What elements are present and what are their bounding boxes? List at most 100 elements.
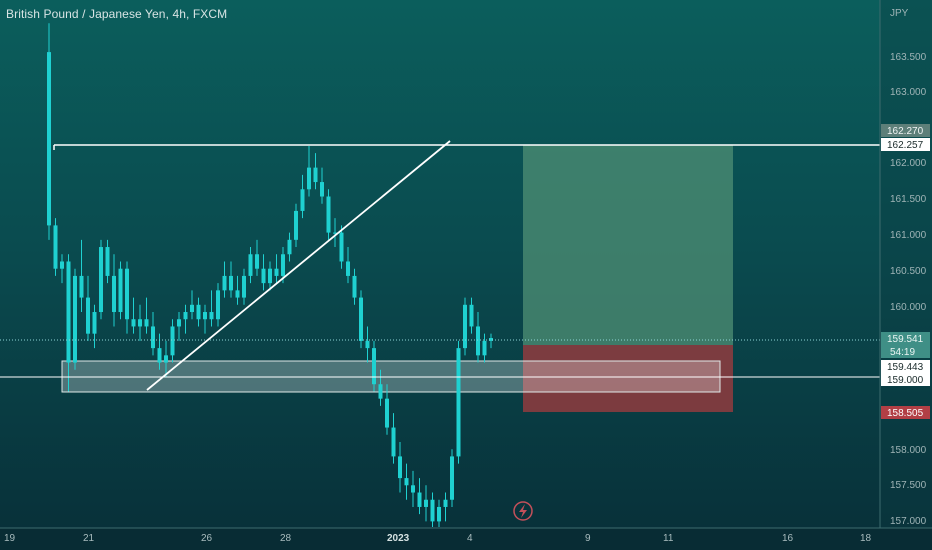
candle-body[interactable] bbox=[157, 348, 162, 363]
candle-body[interactable] bbox=[489, 338, 493, 341]
candle-body[interactable] bbox=[469, 304, 474, 327]
candle-body[interactable] bbox=[255, 254, 259, 269]
bar-countdown: 54:19 bbox=[890, 347, 915, 358]
candle-body[interactable] bbox=[47, 52, 51, 226]
x-tick-label: 16 bbox=[782, 533, 794, 544]
candle-body[interactable] bbox=[164, 355, 168, 363]
candle-body[interactable] bbox=[443, 499, 448, 507]
candle-body[interactable] bbox=[183, 312, 188, 320]
candle-body[interactable] bbox=[248, 254, 253, 276]
candle-body[interactable] bbox=[476, 326, 480, 356]
y-tick-label: 163.000 bbox=[890, 87, 927, 98]
stop-price-tag: 158.505 bbox=[881, 406, 930, 419]
svg-text:159.000: 159.000 bbox=[887, 375, 924, 386]
candle-body[interactable] bbox=[411, 485, 415, 493]
candle-body[interactable] bbox=[417, 492, 422, 507]
candle-body[interactable] bbox=[151, 326, 155, 349]
x-tick-label: 26 bbox=[201, 533, 213, 544]
candle-body[interactable] bbox=[463, 304, 467, 349]
candle-body[interactable] bbox=[209, 312, 214, 320]
svg-text:162.270: 162.270 bbox=[887, 126, 924, 137]
candle-body[interactable] bbox=[268, 268, 272, 284]
time-axis[interactable]: 19 21 26 28 2023 4 9 11 16 18 bbox=[0, 527, 932, 550]
candle-body[interactable] bbox=[53, 225, 58, 269]
candle-body[interactable] bbox=[339, 232, 344, 262]
candle-body[interactable] bbox=[131, 319, 136, 327]
lightning-bolt-icon[interactable] bbox=[513, 501, 533, 521]
candle-body[interactable] bbox=[144, 319, 149, 327]
candle-body[interactable] bbox=[105, 247, 110, 276]
candle-body[interactable] bbox=[378, 384, 383, 399]
candle-body[interactable] bbox=[66, 261, 71, 363]
x-tick-label: 19 bbox=[4, 533, 16, 544]
candle-body[interactable] bbox=[92, 312, 97, 334]
candle-body[interactable] bbox=[261, 268, 266, 284]
candle-body[interactable] bbox=[450, 456, 454, 500]
candle-body[interactable] bbox=[424, 499, 428, 507]
trend-line[interactable] bbox=[146, 140, 451, 391]
x-tick-label: 28 bbox=[280, 533, 292, 544]
candle-body[interactable] bbox=[333, 232, 337, 234]
candle-body[interactable] bbox=[300, 189, 305, 211]
candle-body[interactable] bbox=[326, 196, 331, 233]
candle-body[interactable] bbox=[294, 210, 298, 240]
svg-text:159.443: 159.443 bbox=[887, 362, 924, 373]
candle-body[interactable] bbox=[196, 304, 201, 320]
candle-body[interactable] bbox=[125, 268, 129, 320]
candle-body[interactable] bbox=[320, 182, 324, 197]
price-axis[interactable]: JPY 163.500 163.000 162.000 161.500 161.… bbox=[879, 0, 932, 528]
candle-body[interactable] bbox=[385, 398, 389, 428]
candle-body[interactable] bbox=[229, 275, 233, 291]
candle-body[interactable] bbox=[99, 247, 103, 313]
candle-body[interactable] bbox=[404, 478, 409, 486]
candle-body[interactable] bbox=[437, 506, 441, 522]
candle-body[interactable] bbox=[359, 297, 363, 341]
y-tick-label: 157.500 bbox=[890, 480, 927, 491]
profit-zone[interactable] bbox=[523, 145, 733, 345]
x-tick-label: 4 bbox=[467, 533, 473, 544]
candle-body[interactable] bbox=[430, 499, 435, 522]
candle-body[interactable] bbox=[352, 275, 357, 298]
candle-body[interactable] bbox=[456, 348, 461, 457]
candle-body[interactable] bbox=[118, 268, 123, 313]
last-price-tag: 159.541 54:19 bbox=[881, 332, 930, 358]
candle-body[interactable] bbox=[242, 275, 246, 298]
candle-body[interactable] bbox=[216, 290, 220, 320]
candle-body[interactable] bbox=[313, 167, 318, 183]
x-tick-label: 21 bbox=[83, 533, 95, 544]
y-tick-label: 157.000 bbox=[890, 516, 927, 527]
candle-body[interactable] bbox=[398, 456, 402, 479]
candle-body[interactable] bbox=[222, 275, 227, 291]
target-price-tag: 162.270 bbox=[881, 124, 930, 137]
candle-body[interactable] bbox=[287, 239, 292, 255]
candle-body[interactable] bbox=[274, 268, 279, 276]
candle-body[interactable] bbox=[112, 275, 116, 313]
candle-body[interactable] bbox=[79, 275, 84, 298]
candle-body[interactable] bbox=[281, 254, 285, 276]
candle-body[interactable] bbox=[138, 319, 142, 327]
candle-body[interactable] bbox=[86, 297, 90, 334]
candle-body[interactable] bbox=[73, 275, 77, 363]
candlestick-series bbox=[47, 23, 493, 527]
svg-text:159.541: 159.541 bbox=[887, 334, 924, 345]
candle-body[interactable] bbox=[170, 326, 175, 356]
candle-body[interactable] bbox=[391, 427, 396, 457]
support-price-tag: 159.000 bbox=[881, 373, 930, 386]
candle-body[interactable] bbox=[203, 312, 207, 320]
candle-body[interactable] bbox=[190, 304, 194, 313]
entry-price-tag: 159.443 bbox=[881, 360, 930, 373]
y-tick-label: 160.500 bbox=[890, 266, 927, 277]
candle-body[interactable] bbox=[346, 261, 350, 276]
loss-zone[interactable] bbox=[523, 345, 733, 412]
candle-body[interactable] bbox=[235, 290, 240, 298]
candle-body[interactable] bbox=[60, 261, 64, 269]
y-tick-label: 161.000 bbox=[890, 230, 927, 241]
candle-body[interactable] bbox=[365, 340, 370, 349]
candle-body[interactable] bbox=[482, 340, 487, 356]
candle-body[interactable] bbox=[177, 319, 181, 327]
svg-text:158.505: 158.505 bbox=[887, 408, 924, 419]
symbol-title[interactable]: British Pound / Japanese Yen, 4h, FXCM bbox=[6, 7, 228, 21]
candle-body[interactable] bbox=[307, 167, 311, 190]
candle-body[interactable] bbox=[372, 348, 376, 385]
